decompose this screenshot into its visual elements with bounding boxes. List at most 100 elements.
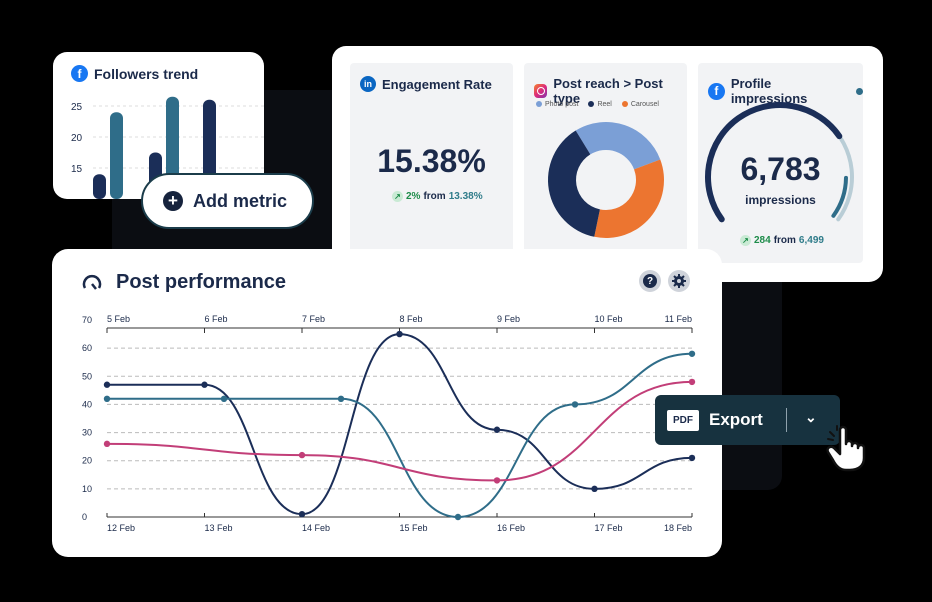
y-tick-label: 0 [82, 512, 87, 522]
post-performance-header: Post performance [82, 271, 286, 294]
engagement-from-label: from [423, 191, 446, 202]
bottom-x-tick-label: 12 Feb [107, 523, 135, 533]
bar [110, 112, 123, 199]
engagement-value: 15.38% [377, 143, 486, 179]
facebook-icon: f [71, 65, 88, 82]
engagement-header: in Engagement Rate [360, 76, 492, 92]
donut-slice [575, 121, 661, 170]
series-line [107, 352, 693, 519]
data-point [688, 454, 696, 462]
chevron-down-icon[interactable]: ⌄ [805, 409, 817, 425]
engagement-title: Engagement Rate [382, 76, 492, 92]
profile-impressions-widget: f Profile impressions 6,783 impressions … [698, 63, 864, 263]
engagement-delta: ↗ 2% from 13.38% [392, 191, 483, 202]
instagram-icon [534, 84, 548, 98]
data-point [688, 350, 696, 357]
top-x-tick-label: 9 Feb [497, 314, 520, 324]
y-tick-label: 50 [82, 371, 92, 381]
y-tick-label: 20 [82, 456, 92, 466]
legend-label: Reel [597, 101, 612, 108]
followers-trend-card: f Followers trend 25 20 15 [53, 52, 264, 199]
add-metric-button[interactable]: + Add metric [141, 173, 314, 229]
trend-up-icon: ↗ [392, 191, 403, 202]
y-tick-label: 10 [82, 484, 92, 494]
help-button[interactable]: ? [639, 270, 661, 292]
data-point [688, 378, 696, 386]
bottom-x-tick-label: 13 Feb [205, 523, 233, 533]
data-point [103, 440, 111, 448]
impressions-header: f Profile impressions [708, 76, 864, 106]
legend-dot [536, 101, 542, 108]
y-tick-label: 20 [71, 133, 83, 144]
performance-gauge-icon [82, 274, 102, 290]
impressions-from-label: from [773, 235, 796, 246]
engagement-from-value: 13.38% [448, 191, 483, 202]
series-line [106, 380, 693, 482]
followers-trend-title: Followers trend [94, 65, 199, 82]
pointer-hand-icon [826, 425, 866, 472]
data-point [493, 426, 501, 433]
divider [786, 408, 787, 432]
post-performance-card: Post performance ? 0 10 20 30 40 50 60 70 5 Feb 6… [52, 249, 722, 557]
post-reach-donut-chart [548, 121, 664, 238]
legend-item-carousel: Carousel [621, 101, 659, 108]
top-x-tick-label: 5 Feb [107, 314, 130, 324]
top-x-tick-label: 8 Feb [400, 314, 423, 324]
data-point [591, 485, 598, 493]
engagement-delta-value: 2% [406, 191, 421, 202]
donut-slice [548, 130, 600, 237]
top-x-tick-label: 10 Feb [595, 314, 623, 324]
top-x-tick-label: 6 Feb [205, 314, 228, 324]
impressions-gauge [705, 102, 854, 223]
y-tick-label: 15 [71, 164, 83, 175]
pdf-icon: PDF [667, 409, 699, 431]
post-reach-header: Post reach > Post type [534, 76, 687, 106]
impressions-from-value: 6,499 [798, 235, 824, 246]
impressions-unit: impressions [745, 193, 816, 207]
settings-button[interactable] [668, 270, 690, 292]
bottom-x-tick-label: 18 Feb [664, 523, 692, 533]
y-tick-label: 30 [82, 428, 92, 438]
followers-trend-header: f Followers trend [71, 65, 198, 82]
top-x-tick-label: 11 Feb [665, 314, 692, 324]
post-reach-widget: Post reach > Post type Photo post Reel C… [524, 63, 687, 263]
post-reach-title: Post reach > Post type [553, 76, 663, 106]
data-point [298, 510, 306, 518]
y-tick-label: 25 [71, 102, 83, 113]
data-point [220, 395, 228, 402]
top-x-tick-label: 7 Feb [302, 314, 325, 324]
legend-item-photo: Photo post [536, 101, 578, 108]
impressions-delta-value: 284 [754, 235, 771, 246]
data-point [337, 395, 345, 402]
donut-slice [594, 159, 664, 238]
status-dot-icon [856, 87, 864, 95]
gear-icon [672, 274, 686, 288]
engagement-rate-widget: in Engagement Rate 15.38% ↗ 2% from 13.3… [350, 63, 513, 263]
data-point [454, 513, 462, 521]
post-performance-chart: 0 10 20 30 40 50 60 70 5 Feb 6 Feb 7 Feb 8 Feb 9 Feb… [82, 314, 696, 533]
bottom-x-tick-label: 17 Feb [595, 523, 623, 533]
legend-dot [588, 101, 595, 108]
metrics-panel: in Engagement Rate 15.38% ↗ 2% from 13.3… [332, 46, 883, 282]
post-performance-title: Post performance [116, 271, 287, 293]
y-tick-label: 40 [82, 399, 92, 409]
data-point [396, 330, 403, 338]
trend-up-icon: ↗ [740, 235, 751, 246]
impressions-title: Profile impressions [730, 76, 808, 106]
data-point [493, 477, 501, 484]
data-point [201, 381, 208, 388]
export-label: Export [709, 410, 763, 429]
impressions-value: 6,783 [740, 151, 821, 187]
help-icon: ? [643, 274, 657, 288]
legend-label: Photo post [545, 101, 579, 108]
data-point [103, 381, 111, 388]
facebook-icon: f [708, 82, 725, 100]
add-metric-label: Add metric [193, 190, 288, 211]
gauge-secondary [831, 175, 848, 218]
plus-icon: + [163, 191, 183, 211]
export-button[interactable]: PDF Export ⌄ [655, 395, 840, 445]
data-point [298, 451, 306, 459]
y-tick-label: 70 [82, 315, 92, 325]
legend-dot [621, 101, 628, 108]
bottom-x-tick-label: 15 Feb [400, 523, 428, 533]
